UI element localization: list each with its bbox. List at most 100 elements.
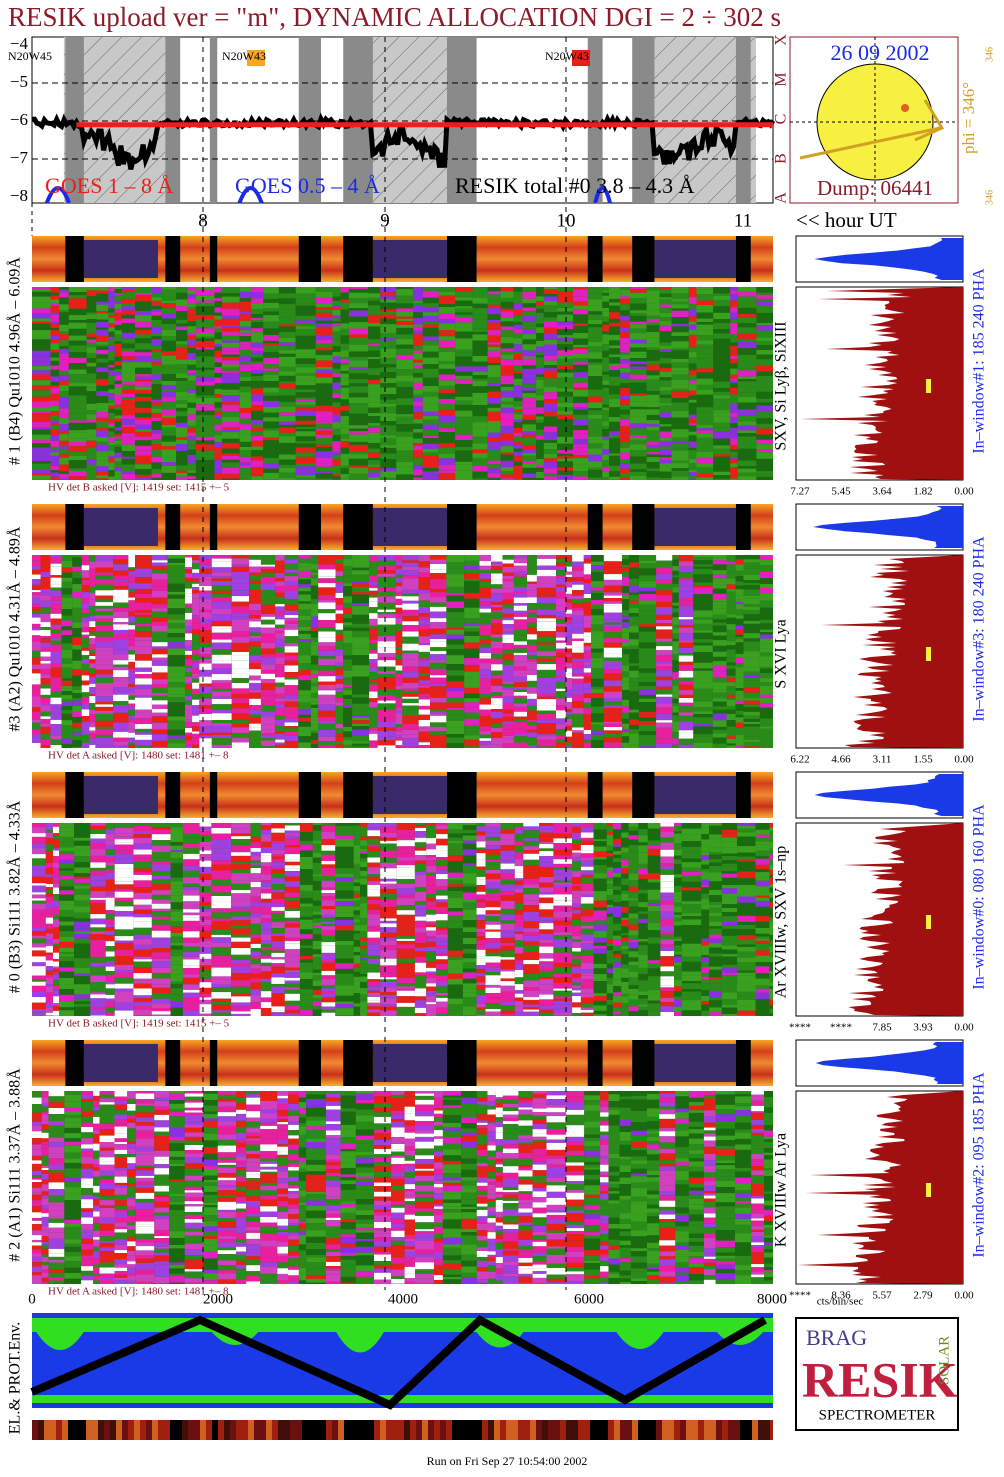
stripe bbox=[315, 287, 333, 292]
stripe bbox=[656, 601, 673, 607]
stripe bbox=[108, 357, 115, 361]
stripe bbox=[167, 637, 185, 643]
stripe bbox=[380, 324, 397, 327]
stripe bbox=[152, 654, 168, 658]
stripe bbox=[659, 417, 672, 421]
stripe bbox=[40, 572, 51, 578]
stripe bbox=[95, 702, 114, 705]
stripe bbox=[678, 612, 694, 617]
stripe bbox=[348, 328, 369, 335]
stripe bbox=[135, 389, 152, 394]
stripe bbox=[726, 686, 736, 689]
stripe bbox=[422, 287, 439, 291]
stripe bbox=[455, 386, 473, 391]
stripe bbox=[251, 303, 264, 310]
stripe bbox=[298, 680, 311, 686]
stripe bbox=[50, 405, 60, 411]
stripe bbox=[756, 386, 773, 392]
stripe bbox=[583, 555, 591, 559]
stripe bbox=[81, 670, 90, 676]
stripe bbox=[176, 368, 188, 374]
stripe bbox=[195, 295, 215, 301]
stripe bbox=[185, 582, 193, 589]
stripe bbox=[151, 359, 162, 363]
stripe bbox=[32, 318, 51, 322]
stripe bbox=[96, 293, 109, 297]
stripe bbox=[151, 469, 162, 474]
stripe bbox=[446, 727, 465, 735]
stripe bbox=[620, 477, 630, 480]
stripe bbox=[543, 360, 558, 366]
stripe bbox=[730, 417, 738, 424]
stripe bbox=[418, 624, 430, 630]
stripe bbox=[211, 576, 232, 579]
stripe bbox=[113, 660, 129, 665]
stripe bbox=[108, 372, 115, 376]
stripe bbox=[543, 408, 558, 413]
stripe bbox=[135, 637, 152, 641]
stripe bbox=[192, 578, 200, 582]
stripe bbox=[656, 623, 673, 627]
stripe bbox=[135, 706, 152, 710]
stripe bbox=[557, 430, 573, 437]
stripe bbox=[68, 303, 87, 309]
stripe bbox=[176, 317, 188, 320]
stripe bbox=[602, 467, 610, 472]
stripe bbox=[543, 419, 558, 424]
stripe bbox=[646, 343, 660, 348]
stripe bbox=[491, 555, 503, 562]
stripe bbox=[380, 340, 397, 347]
stripe bbox=[315, 473, 333, 479]
stripe bbox=[187, 339, 196, 345]
stripe bbox=[68, 374, 87, 378]
stripe bbox=[135, 607, 152, 610]
stripe bbox=[315, 446, 333, 452]
stripe bbox=[135, 704, 152, 707]
stripe bbox=[591, 673, 604, 679]
stripe bbox=[352, 679, 370, 683]
stripe bbox=[167, 591, 185, 595]
stripe bbox=[340, 292, 349, 298]
stripe bbox=[40, 619, 51, 623]
goes-short-curve bbox=[237, 186, 264, 204]
stripe bbox=[730, 473, 738, 479]
stripe bbox=[513, 360, 523, 366]
strip-gap bbox=[735, 236, 751, 282]
stripe bbox=[479, 734, 491, 739]
stripe bbox=[369, 682, 378, 685]
stripe bbox=[68, 340, 87, 346]
stripe bbox=[656, 590, 673, 596]
stripe bbox=[438, 287, 456, 292]
stripe bbox=[395, 708, 403, 711]
stripe bbox=[369, 618, 378, 626]
stripe bbox=[335, 702, 344, 706]
stripe bbox=[696, 378, 714, 385]
stripe bbox=[609, 450, 620, 454]
stripe bbox=[556, 592, 566, 599]
stripe bbox=[602, 387, 610, 395]
stripe bbox=[464, 732, 480, 736]
stripe bbox=[438, 476, 456, 480]
stripe bbox=[502, 735, 514, 739]
stripe bbox=[413, 377, 423, 383]
stripe bbox=[284, 615, 299, 618]
stripe bbox=[59, 318, 69, 325]
stripe bbox=[263, 392, 279, 396]
stripe bbox=[185, 713, 193, 717]
stripe bbox=[693, 668, 713, 671]
stripe bbox=[249, 596, 261, 604]
stripe bbox=[572, 684, 584, 691]
stripe bbox=[195, 436, 215, 441]
stripe bbox=[59, 331, 69, 335]
stripe bbox=[298, 594, 311, 602]
stripe bbox=[295, 399, 316, 402]
stripe bbox=[211, 723, 232, 726]
stripe bbox=[260, 564, 276, 567]
stripe bbox=[556, 640, 566, 643]
stripe bbox=[40, 711, 51, 717]
stripe bbox=[513, 703, 527, 707]
stripe bbox=[187, 294, 196, 299]
stripe bbox=[712, 733, 727, 738]
stripe bbox=[402, 738, 419, 744]
stripe bbox=[176, 437, 188, 440]
